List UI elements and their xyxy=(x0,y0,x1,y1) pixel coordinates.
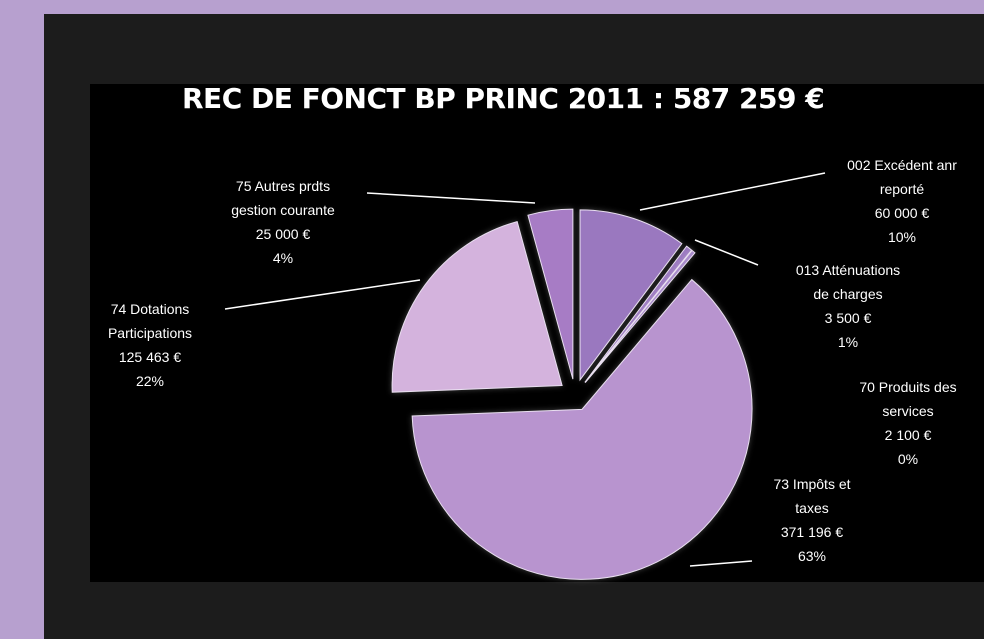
chart-title: REC DE FONCT BP PRINC 2011 : 587 259 € xyxy=(182,82,825,115)
slice-label-line: 013 Atténuations xyxy=(796,262,900,278)
slice-label-line: 22% xyxy=(136,373,164,389)
leader-line xyxy=(694,239,759,266)
slice-label-line: 002 Excédent anr xyxy=(847,157,957,173)
slice-label-line: 60 000 € xyxy=(875,205,930,221)
slice-label-line: 75 Autres prdts xyxy=(236,178,330,194)
leader-line xyxy=(689,560,753,567)
slice-label-line: services xyxy=(882,403,933,419)
slice-label-line: 0% xyxy=(898,451,918,467)
slice-label-line: 371 196 € xyxy=(781,524,843,540)
slice-label-line: de charges xyxy=(813,286,882,302)
leader-line xyxy=(224,279,421,310)
slice-label: 70 Produits des services 2 100 € 0% xyxy=(859,379,956,467)
pie-slice xyxy=(411,278,753,580)
slice-label-line: 10% xyxy=(888,229,916,245)
leader-line xyxy=(639,172,826,211)
slice-label: 002 Excédent anr reporté 60 000 € 10% xyxy=(847,157,957,245)
pie-slice xyxy=(391,220,563,393)
slice-label-line: 3 500 € xyxy=(825,310,872,326)
slice-label-line: 74 Dotations xyxy=(111,301,190,317)
pie-slice xyxy=(579,209,683,382)
slice-label-line: gestion courante xyxy=(231,202,335,218)
pie-slice xyxy=(527,208,574,380)
slice-label-line: 25 000 € xyxy=(256,226,311,242)
slice-label-line: 1% xyxy=(838,334,858,350)
slice-label: 73 Impôts et taxes 371 196 € 63% xyxy=(773,476,850,564)
slice-label-line: 125 463 € xyxy=(119,349,181,365)
slice-label-line: taxes xyxy=(795,500,828,516)
slice-label-line: reporté xyxy=(880,181,925,197)
slice-label-line: 63% xyxy=(798,548,826,564)
slice-label-line: 70 Produits des xyxy=(859,379,956,395)
slice-label-line: 4% xyxy=(273,250,293,266)
slice-label-line: Participations xyxy=(108,325,192,341)
slice-label-line: 2 100 € xyxy=(885,427,932,443)
slice-label-line: 73 Impôts et xyxy=(773,476,850,492)
slice-label: 74 Dotations Participations 125 463 € 22% xyxy=(108,301,192,389)
pie-slice xyxy=(584,249,696,383)
slice-label: 013 Atténuations de charges 3 500 € 1% xyxy=(796,262,900,350)
slice-label: 75 Autres prdts gestion courante 25 000 € 4… xyxy=(231,178,335,266)
leader-line xyxy=(366,192,536,204)
